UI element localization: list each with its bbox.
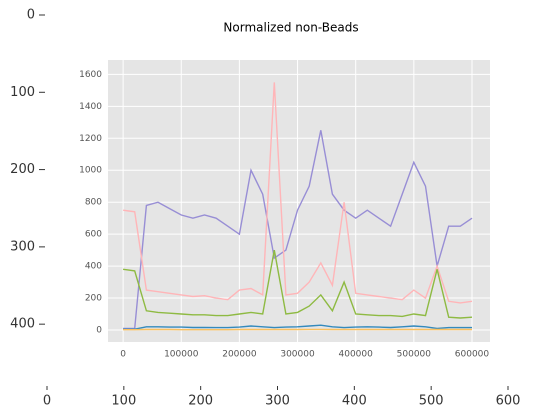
y-tick-label: 400	[10, 317, 35, 332]
x-tick-label: 400000	[339, 350, 374, 360]
x-tick-label: 100	[111, 394, 136, 409]
y-tick-label: 800	[85, 198, 102, 208]
series-line	[123, 324, 472, 330]
y-tick-label: 1200	[79, 134, 102, 144]
y-tick-label: 600	[85, 230, 102, 240]
x-tick-label: 100000	[164, 350, 199, 360]
y-tick-label: 200	[85, 294, 102, 304]
y-tick-label: 300	[10, 239, 35, 254]
y-tick-label: 0	[27, 8, 35, 23]
x-tick-label: 600	[496, 394, 521, 409]
series-line	[123, 249, 473, 319]
x-tick-label: 600000	[455, 350, 490, 360]
x-tick-label: 500	[419, 394, 444, 409]
y-tick-label: 1000	[79, 166, 102, 176]
series-line	[123, 82, 473, 304]
x-tick-label: 300000	[280, 350, 315, 360]
y-tick-label: 0	[96, 326, 102, 336]
x-tick-label: 400	[342, 394, 367, 409]
x-tick-label: 500000	[397, 350, 432, 360]
series-line	[123, 130, 473, 330]
y-tick-label: 1600	[79, 70, 102, 80]
plot-area	[108, 60, 490, 342]
x-tick-label: 200	[188, 394, 213, 409]
x-tick-label: 0	[43, 394, 51, 409]
y-tick-label: 100	[10, 85, 35, 100]
x-tick-label: 0	[120, 350, 126, 360]
x-tick-label: 200000	[222, 350, 257, 360]
x-tick-label: 300	[265, 394, 290, 409]
chart-title: Normalized non-Beads	[223, 21, 358, 35]
y-tick-label: 400	[85, 262, 102, 272]
y-tick-label: 1400	[79, 102, 102, 112]
y-tick-label: 200	[10, 162, 35, 177]
